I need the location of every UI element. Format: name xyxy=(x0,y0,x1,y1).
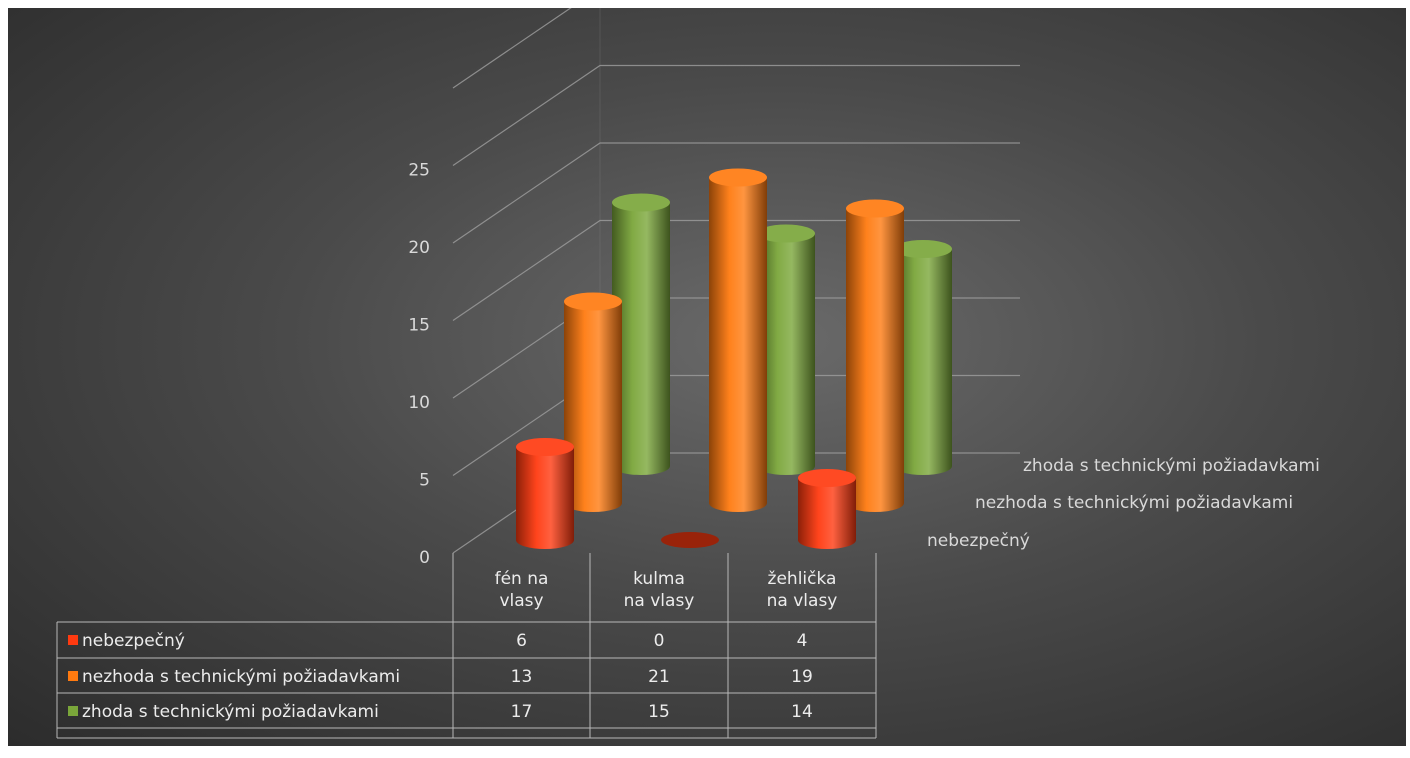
bar-body xyxy=(798,478,856,549)
legend-key xyxy=(68,635,78,645)
bar-top xyxy=(709,168,767,187)
gridline xyxy=(452,64,1020,166)
bar-top xyxy=(894,240,952,258)
bar xyxy=(564,292,622,512)
series-name: nezhoda s technickými požiadavkami xyxy=(82,667,400,687)
bar xyxy=(798,469,856,549)
depth-axis-label: zhoda s technickými požiadavkami xyxy=(1023,456,1320,476)
bar-body xyxy=(709,177,767,512)
depth-axis-label: nebezpečný xyxy=(927,531,1030,551)
category-label: kulma na vlasy xyxy=(624,569,695,611)
y-tick-label: 25 xyxy=(408,161,430,181)
table-value: 13 xyxy=(511,667,533,687)
y-tick-label: 5 xyxy=(419,471,430,491)
bar-top xyxy=(757,224,815,243)
bar-base xyxy=(661,532,719,548)
bar-top xyxy=(612,193,670,212)
legend-key xyxy=(68,706,78,716)
depth-axis-label: nezhoda s technickými požiadavkami xyxy=(975,493,1293,513)
bar xyxy=(894,240,952,475)
y-tick-label: 0 xyxy=(419,548,430,568)
bar-top xyxy=(564,292,622,311)
gridline xyxy=(452,8,572,89)
table-value: 19 xyxy=(791,667,813,687)
y-tick-label: 15 xyxy=(408,316,430,336)
table-value: 15 xyxy=(648,702,670,722)
bar-body xyxy=(846,208,904,512)
bar xyxy=(661,532,719,548)
bar-body xyxy=(564,301,622,512)
table-value: 17 xyxy=(511,702,533,722)
legend-key xyxy=(68,671,78,681)
bar xyxy=(612,193,670,475)
y-tick-label: 10 xyxy=(408,393,430,413)
bar-top xyxy=(798,469,856,487)
bar xyxy=(757,224,815,475)
chart-area: 0 5 10 15 20 25 nebezpečný nezhoda s technickým… xyxy=(8,8,1406,746)
table-value: 4 xyxy=(797,631,808,651)
bar xyxy=(846,199,904,512)
series-name: nebezpečný xyxy=(82,631,185,651)
chart-svg: 0 5 10 15 20 25 nebezpečný nezhoda s technickým… xyxy=(56,8,1320,739)
bar-body xyxy=(894,249,952,475)
table-value: 0 xyxy=(654,631,665,651)
bar-body xyxy=(612,202,670,475)
y-tick-label: 20 xyxy=(408,238,430,258)
category-label: fén na vlasy xyxy=(495,569,549,611)
bar-top xyxy=(516,438,574,456)
gridline xyxy=(452,142,1020,244)
table-value: 14 xyxy=(791,702,813,722)
table-value: 21 xyxy=(648,667,670,687)
bar xyxy=(516,438,574,549)
table-value: 6 xyxy=(516,631,527,651)
bar-body xyxy=(516,447,574,549)
bar xyxy=(709,168,767,512)
category-label: žehlička na vlasy xyxy=(767,569,838,611)
series-name: zhoda s technickými požiadavkami xyxy=(82,702,379,722)
bar-top xyxy=(846,199,904,218)
bar-body xyxy=(757,233,815,475)
